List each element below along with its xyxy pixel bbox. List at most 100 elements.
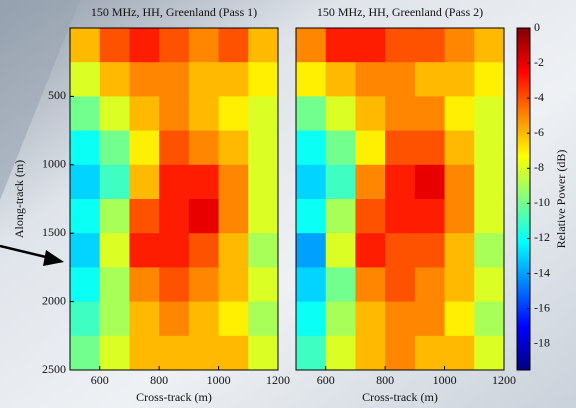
heatmap-cell [129, 164, 160, 200]
colorbar [516, 27, 531, 371]
heatmap-cell [159, 301, 190, 337]
plot-frame [295, 27, 505, 371]
heatmap-cell [188, 199, 220, 234]
heatmap-cell [385, 130, 416, 166]
y-tick-label: 1500 [42, 225, 66, 239]
heatmap-cell [355, 301, 386, 337]
heatmap-cell [474, 130, 505, 166]
colorbar-tick-label: -16 [534, 300, 550, 314]
heatmap-cell [248, 199, 279, 234]
heatmap-cell [248, 62, 279, 97]
heatmap-cell [99, 267, 130, 303]
heatmap-cell [188, 96, 220, 132]
heatmap-cell [99, 96, 130, 132]
heatmap-cell [99, 62, 130, 97]
heatmap-cell [325, 62, 356, 97]
heatmap-cell [218, 96, 249, 132]
x-tick-label: 800 [150, 373, 168, 387]
colorbar-tick-label: -8 [534, 160, 544, 174]
heatmap-cell [159, 233, 190, 268]
heatmap-cell [159, 199, 190, 234]
heatmap-cell [70, 199, 101, 234]
heatmap-cell [355, 199, 386, 234]
heatmap-cell [414, 96, 446, 132]
heatmap-cell [188, 164, 220, 200]
heatmap-cell [296, 62, 327, 97]
heatmap-cell [474, 233, 505, 268]
heatmap-cell [325, 199, 356, 234]
heatmap-cell [70, 267, 101, 303]
y-axis-label: Along-track (m) [12, 160, 26, 238]
heatmap-cell [325, 301, 356, 337]
heatmap-cell [129, 301, 160, 337]
heatmap-cell [296, 164, 327, 200]
colorbar-label: Relative Power (dB) [554, 150, 568, 249]
heatmap-cell [70, 233, 101, 268]
heatmap-cell [159, 96, 190, 132]
heatmap-cell [414, 335, 446, 371]
heatmap-cell [385, 335, 416, 371]
heatmap-cell [385, 96, 416, 132]
heatmap-cell [444, 301, 475, 337]
heatmap-cell [159, 267, 190, 303]
heatmap-cell [474, 28, 505, 63]
heatmap-cell [70, 301, 101, 337]
heatmap-cell [70, 28, 101, 63]
heatmap-cell [325, 335, 356, 371]
heatmap-cell [129, 199, 160, 234]
heatmap-cell [248, 267, 279, 303]
heatmap-cell [385, 28, 416, 63]
heatmap-cell [129, 62, 160, 97]
heatmap-cell [414, 301, 446, 337]
heatmap-cell [218, 233, 249, 268]
heatmap-cell [325, 96, 356, 132]
heatmap-cell [355, 130, 386, 166]
heatmap-cell [474, 164, 505, 200]
heatmap-cell [444, 233, 475, 268]
heatmap-cell [444, 28, 475, 63]
heatmap-cell [188, 267, 220, 303]
heatmap-cell [414, 199, 446, 234]
plot-frame [69, 27, 279, 371]
heatmap-cell [218, 335, 249, 371]
heatmap-cell [355, 28, 386, 63]
heatmap-cell [159, 335, 190, 371]
heatmap-cell [99, 130, 130, 166]
heatmap-cell [385, 301, 416, 337]
x-tick-label: 1200 [492, 373, 516, 387]
heatmap-cell [325, 28, 356, 63]
heatmap-cell [414, 164, 446, 200]
heatmap-cell [218, 130, 249, 166]
arrow-head [43, 250, 64, 266]
y-tick-label: 1000 [42, 157, 66, 171]
heatmap-cell [248, 301, 279, 337]
heatmap-cell [99, 301, 130, 337]
heatmap-cell [385, 233, 416, 268]
heatmap-cell [414, 233, 446, 268]
heatmap-cell [385, 199, 416, 234]
heatmap-cell [99, 335, 130, 371]
heatmap-cell [248, 233, 279, 268]
colorbar-tick-label: -6 [534, 125, 544, 139]
x-axis-label: Cross-track (m) [362, 390, 438, 404]
heatmap-cell [218, 164, 249, 200]
heatmap-cell [414, 28, 446, 63]
heatmap-cell [444, 130, 475, 166]
heatmap-cell [70, 164, 101, 200]
x-tick-label: 800 [376, 373, 394, 387]
heatmap-cell [99, 164, 130, 200]
x-tick-label: 1000 [207, 373, 231, 387]
heatmap-cell [159, 164, 190, 200]
heatmap-cell [296, 199, 327, 234]
colorbar-tick-label: -4 [534, 90, 544, 104]
heatmap-cell [474, 301, 505, 337]
heatmap-cell [414, 62, 446, 97]
y-tick-label: 500 [48, 88, 66, 102]
colorbar-tick-label: -14 [534, 265, 550, 279]
heatmap-cell [129, 335, 160, 371]
heatmap-cell [188, 233, 220, 268]
heatmap-cell [129, 28, 160, 63]
heatmap-cell [99, 28, 130, 63]
y-tick-label: 2500 [42, 362, 66, 376]
